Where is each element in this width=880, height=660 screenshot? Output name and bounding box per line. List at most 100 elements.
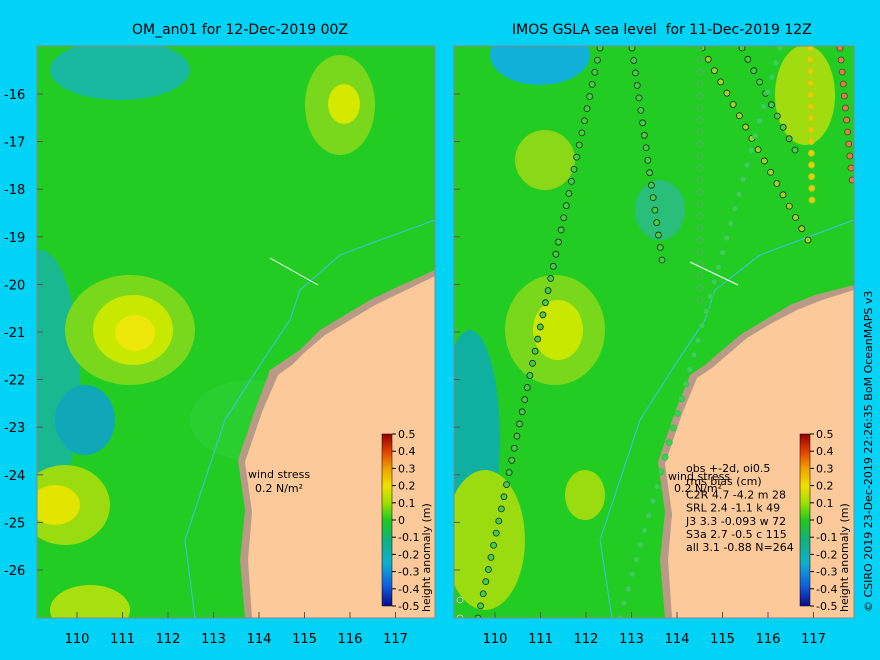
track-point bbox=[456, 596, 464, 604]
track-point bbox=[696, 224, 704, 232]
track-point bbox=[568, 178, 575, 185]
right-colorbar: 0.5 0.4 0.3 0.2 0.1 0 -0.1 -0.2 -0.3 -0.4 -0.5 hei… bbox=[799, 428, 851, 613]
track-point bbox=[644, 156, 652, 164]
track-point bbox=[779, 191, 787, 199]
track-point bbox=[839, 80, 847, 88]
track-point bbox=[751, 132, 759, 140]
lat-tick-label: -18 bbox=[4, 183, 25, 198]
track-point bbox=[492, 529, 500, 537]
track-point bbox=[767, 168, 774, 176]
track-point bbox=[837, 56, 845, 64]
track-point bbox=[754, 146, 762, 154]
track-point bbox=[696, 272, 704, 280]
colorbar-label: height anomaly (m) bbox=[838, 503, 851, 612]
track-point bbox=[518, 408, 526, 416]
track-point bbox=[549, 262, 557, 270]
track-point bbox=[808, 184, 816, 192]
track-point bbox=[846, 152, 854, 160]
track-point bbox=[570, 165, 578, 173]
track-point bbox=[798, 225, 806, 233]
track-point bbox=[497, 505, 505, 513]
colorbar-label: height anomaly (m) bbox=[420, 503, 433, 612]
colorbar-tick-label: 0.5 bbox=[398, 428, 416, 441]
colorbar-tick-label: -0.5 bbox=[398, 600, 419, 613]
track-point bbox=[723, 234, 731, 242]
track-point bbox=[510, 444, 518, 452]
track-point bbox=[731, 205, 739, 213]
left-longitude-axis: 110 111 112 113 114 115 116 117 bbox=[65, 612, 408, 647]
track-point bbox=[807, 79, 814, 87]
track-point bbox=[696, 46, 704, 52]
colorbar-tick-label: 0.2 bbox=[398, 480, 416, 493]
lat-tick-label: -22 bbox=[4, 374, 25, 389]
lat-tick-label: -19 bbox=[4, 231, 25, 246]
lon-tick-label: 111 bbox=[110, 632, 135, 647]
colorbar-tick-label: 0 bbox=[816, 514, 823, 527]
track-point bbox=[743, 161, 751, 169]
track-point bbox=[557, 226, 565, 234]
track-point bbox=[808, 161, 815, 169]
track-point bbox=[808, 196, 816, 204]
track-point bbox=[508, 456, 516, 464]
track-point bbox=[843, 116, 850, 124]
track-point bbox=[642, 144, 650, 152]
track-point bbox=[696, 92, 704, 100]
track-point bbox=[456, 614, 464, 618]
track-point bbox=[645, 512, 653, 520]
colorbar-tick-label: -0.3 bbox=[816, 566, 837, 579]
track-point bbox=[694, 336, 702, 344]
track-point bbox=[696, 152, 704, 160]
track-point bbox=[632, 69, 639, 77]
colorbar-tick-label: 0.2 bbox=[816, 480, 834, 493]
track-point bbox=[729, 101, 737, 108]
credit-text: © CSIRO 2019 23-Dec-2019 22:26:35 BoM Oc… bbox=[862, 291, 875, 612]
track-point bbox=[696, 200, 704, 208]
track-point bbox=[845, 140, 853, 148]
colorbar-tick-label: 0.1 bbox=[816, 497, 834, 510]
track-point bbox=[807, 91, 815, 99]
track-point bbox=[539, 311, 547, 319]
track-point bbox=[505, 469, 513, 476]
track-point bbox=[479, 590, 487, 598]
left-wind-label: wind stress bbox=[248, 468, 310, 481]
track-point bbox=[696, 164, 704, 172]
left-panel-title: OM_an01 for 12-Dec-2019 00Z bbox=[132, 22, 349, 38]
track-point bbox=[529, 359, 536, 367]
lon-tick-label: 116 bbox=[338, 632, 363, 647]
track-point bbox=[628, 46, 636, 52]
track-point bbox=[719, 249, 726, 257]
stats-line: all 3.1 -0.88 N=264 bbox=[686, 541, 794, 554]
wind-vector bbox=[689, 261, 739, 286]
stats-line: S3a 2.7 -0.5 c 115 bbox=[686, 528, 787, 541]
track-point bbox=[842, 104, 849, 112]
shelf-contour bbox=[184, 219, 435, 618]
track-point bbox=[686, 366, 694, 373]
track-point bbox=[756, 117, 763, 125]
stats-line: J3 3.3 -0.093 w 72 bbox=[685, 515, 786, 528]
track-point bbox=[696, 80, 704, 88]
lat-tick-label: -16 bbox=[4, 88, 25, 103]
track-point bbox=[544, 287, 552, 294]
colorbar-tick-label: -0.4 bbox=[816, 583, 837, 596]
track-point bbox=[678, 395, 685, 403]
track-point bbox=[747, 146, 755, 154]
track-point bbox=[690, 351, 698, 359]
track-point bbox=[575, 141, 583, 149]
colorbar-tick-label: 0.3 bbox=[398, 462, 416, 475]
colorbar-tick-label: -0.2 bbox=[816, 548, 837, 561]
track-point bbox=[651, 206, 659, 214]
lon-tick-label: 114 bbox=[247, 632, 272, 647]
track-point bbox=[649, 194, 657, 202]
track-point bbox=[738, 46, 746, 52]
track-point bbox=[807, 103, 815, 110]
track-point bbox=[704, 55, 712, 63]
track-point bbox=[706, 293, 714, 300]
lat-tick-label: -20 bbox=[4, 278, 25, 293]
latitude-axis: -16 -17 -18 -19 -20 -21 -22 -23 -24 -25 -26 bbox=[4, 88, 460, 579]
track-point bbox=[657, 468, 665, 476]
track-point bbox=[806, 46, 814, 52]
track-point bbox=[646, 169, 654, 177]
shelf-contour bbox=[599, 219, 854, 618]
track-point bbox=[560, 214, 568, 222]
track-point bbox=[495, 517, 503, 525]
